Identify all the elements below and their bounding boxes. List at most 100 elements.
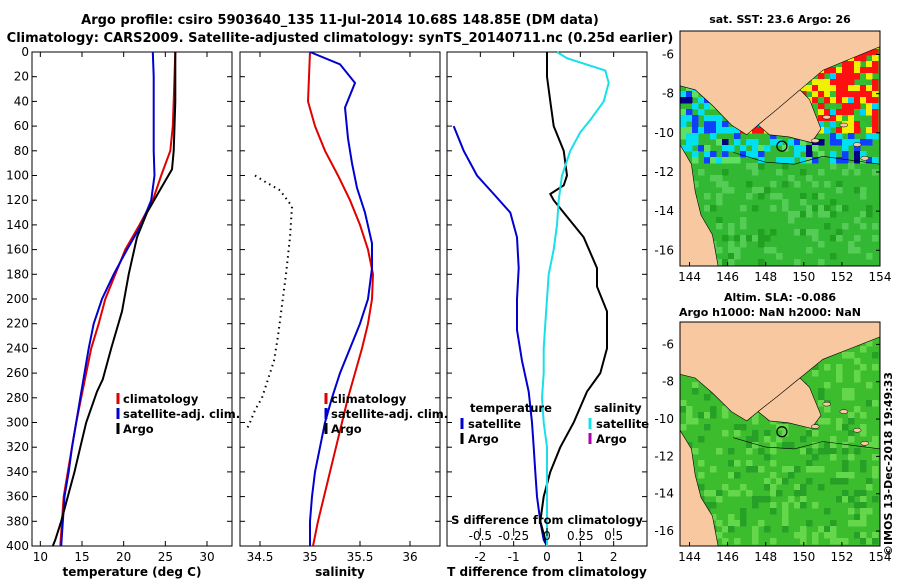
- map-cell: [854, 376, 861, 383]
- map-x-tick-label: 152: [830, 550, 853, 564]
- map-cell: [698, 109, 705, 116]
- map-cell: [842, 67, 849, 74]
- map-cell: [746, 181, 753, 188]
- map-cell: [830, 538, 837, 545]
- map-cell: [812, 103, 819, 110]
- map-cell: [710, 490, 717, 497]
- map-cell: [686, 133, 693, 140]
- s-tick-label: 0.5: [604, 529, 623, 543]
- series-climatology: [306, 51, 375, 547]
- map-cell: [854, 109, 861, 116]
- map-cell: [854, 157, 861, 164]
- map-cell: [854, 502, 861, 509]
- map-cell: [872, 121, 879, 128]
- map-cell: [680, 145, 687, 152]
- map-cell: [698, 436, 705, 443]
- map-cell: [794, 259, 801, 266]
- map-cell: [866, 127, 873, 134]
- map-cell: [722, 127, 729, 134]
- map-cell: [740, 484, 747, 491]
- map-cell: [836, 97, 843, 104]
- map-cell: [782, 424, 789, 431]
- map-cell: [854, 520, 861, 527]
- map-cell: [800, 157, 807, 164]
- map-cell: [860, 346, 867, 353]
- profile-marker: [776, 140, 788, 152]
- map-cell: [872, 133, 879, 140]
- map-cell: [872, 466, 879, 473]
- map-cell: [818, 484, 825, 491]
- map-cell: [818, 151, 825, 158]
- map-cell: [794, 145, 801, 152]
- map-cell: [824, 127, 831, 134]
- map-cell: [824, 532, 831, 539]
- map-cell: [830, 79, 837, 86]
- map-cell: [812, 157, 819, 164]
- map-cell: [800, 484, 807, 491]
- map-cell: [794, 181, 801, 188]
- map-cell: [788, 496, 795, 503]
- map-cell: [710, 151, 717, 158]
- map-cell: [812, 235, 819, 242]
- map-cell: [824, 223, 831, 230]
- map-cell: [686, 406, 693, 413]
- map-cell: [836, 91, 843, 98]
- land-peninsula: [757, 377, 822, 429]
- map-cell: [686, 139, 693, 146]
- map-cell: [758, 235, 765, 242]
- map-cell: [842, 97, 849, 104]
- map-cell: [728, 187, 735, 194]
- x-axis-label: temperature (deg C): [63, 565, 202, 579]
- map-cell: [692, 103, 699, 110]
- map-cell: [872, 127, 879, 134]
- map-cell: [794, 532, 801, 539]
- map-cell: [830, 157, 837, 164]
- depth-tick-label: 80: [14, 144, 29, 158]
- map-cell: [824, 211, 831, 218]
- map-cell: [818, 394, 825, 401]
- map-cell: [794, 151, 801, 158]
- island: [852, 428, 862, 433]
- map-cell: [716, 259, 723, 266]
- map-cell: [812, 442, 819, 449]
- x-axis-label: salinity: [315, 565, 365, 579]
- map-cell: [836, 478, 843, 485]
- map-cell: [818, 103, 825, 110]
- map-cell: [866, 382, 873, 389]
- map-cell: [830, 115, 837, 122]
- map-cell: [752, 526, 759, 533]
- map-cell: [836, 109, 843, 116]
- map-cell: [842, 466, 849, 473]
- map-cell: [782, 502, 789, 509]
- map-cell: [782, 430, 789, 437]
- map-cell: [812, 145, 819, 152]
- depth-tick-label: 240: [6, 341, 29, 355]
- map-y-tick-label: -12: [654, 165, 674, 179]
- map-cell: [800, 526, 807, 533]
- map-cell: [872, 235, 879, 242]
- map-cell: [842, 394, 849, 401]
- map-cell: [812, 229, 819, 236]
- map-cell: [848, 73, 855, 80]
- map-cell: [830, 121, 837, 128]
- map-y-tick-label: -16: [654, 243, 674, 257]
- series-satellite-adj-clim-: [60, 51, 156, 547]
- island: [860, 156, 870, 161]
- map-cell: [812, 97, 819, 104]
- map-cell: [788, 175, 795, 182]
- map-cell: [728, 472, 735, 479]
- map-cell: [872, 55, 879, 62]
- map-cell: [842, 496, 849, 503]
- map-cell: [860, 514, 867, 521]
- map-cell: [836, 115, 843, 122]
- map-cell: [692, 157, 699, 164]
- map-cell: [734, 538, 741, 545]
- map-cell: [740, 520, 747, 527]
- map-cell: [722, 169, 729, 176]
- map-cell: [794, 502, 801, 509]
- map-cell: [758, 448, 765, 455]
- map-cell: [758, 145, 765, 152]
- legend-label: satellite: [596, 417, 649, 431]
- map-cell: [722, 259, 729, 266]
